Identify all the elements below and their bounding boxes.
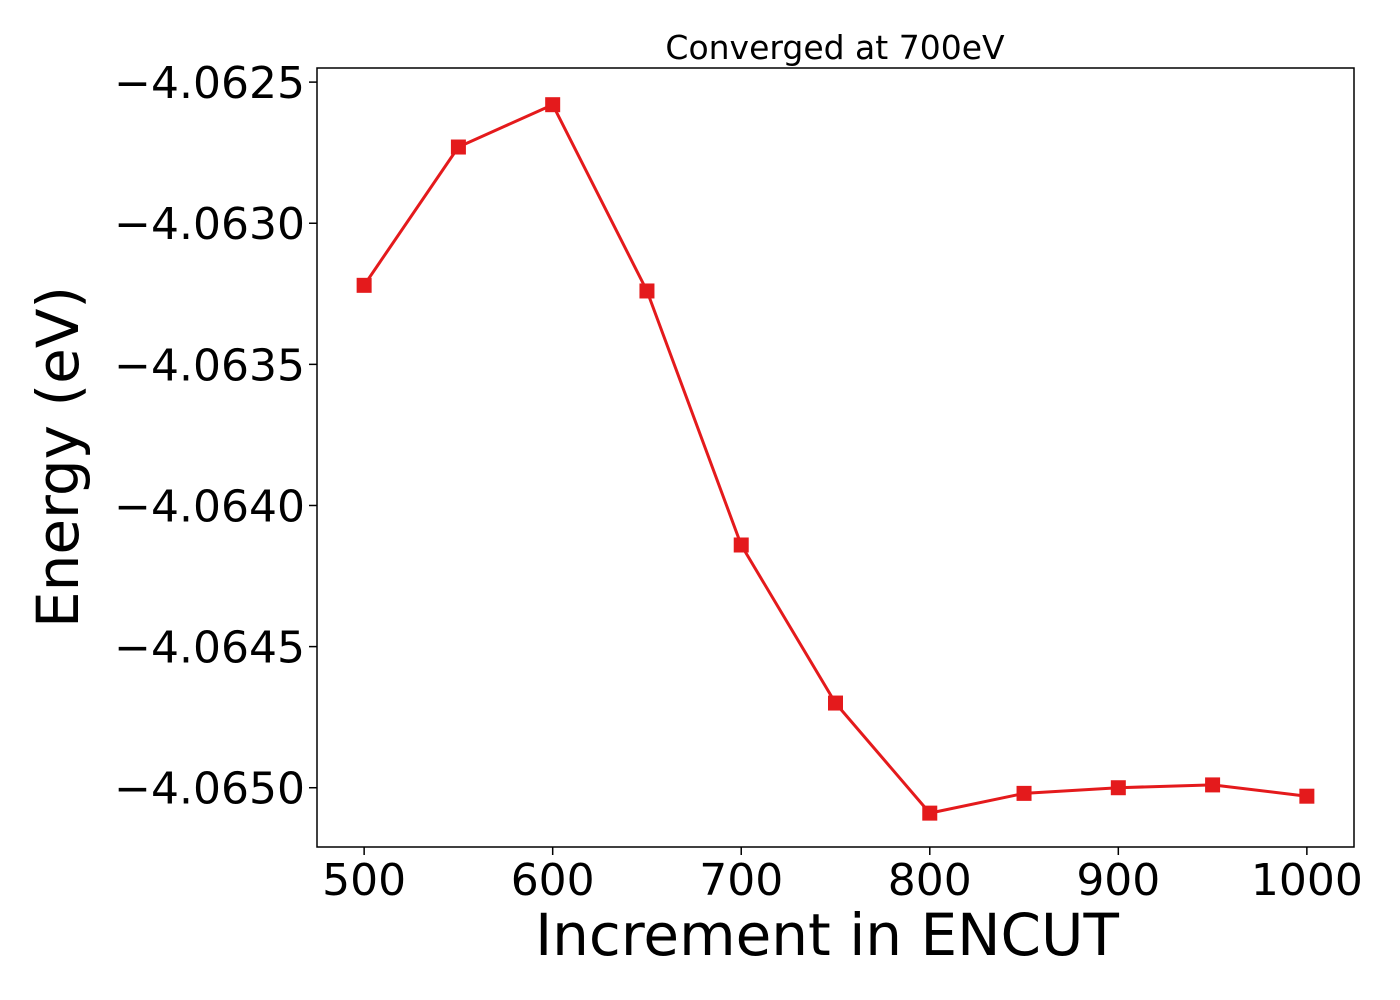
x-tick-label: 1000: [1251, 855, 1363, 906]
y-tick-label: −4.0650: [114, 764, 305, 815]
data-point-marker: [1299, 788, 1315, 804]
x-tick-label: 600: [511, 855, 595, 906]
x-tick-label: 800: [888, 855, 972, 906]
data-point-marker: [545, 97, 561, 113]
x-tick-label: 900: [1076, 855, 1160, 906]
axis-ticks: 500 600 700 800 900 1000 −4.0625 −4.0630 −4.0635…: [114, 58, 1363, 906]
data-point-marker: [922, 805, 938, 821]
series-layer: [356, 97, 1315, 821]
y-axis-title: Energy (eV): [24, 286, 92, 628]
data-point-marker: [450, 139, 466, 155]
data-point-marker: [733, 537, 749, 553]
data-point-marker: [828, 695, 843, 711]
y-tick-label: −4.0625: [114, 58, 305, 109]
data-point-marker: [356, 277, 372, 293]
y-tick-label: −4.0635: [114, 340, 305, 391]
x-tick-label: 700: [699, 855, 783, 906]
x-axis-title: Increment in ENCUT: [535, 901, 1119, 969]
data-point-marker: [639, 283, 655, 299]
y-tick-label: −4.0640: [114, 481, 305, 532]
data-point-marker: [1110, 780, 1126, 796]
y-tick-label: −4.0630: [114, 199, 305, 250]
data-point-marker: [1205, 777, 1221, 793]
x-tick-label: 500: [322, 855, 406, 906]
plot-frame: [316, 67, 1355, 848]
chart-title: Converged at 700eV: [665, 28, 1005, 67]
data-point-marker: [1016, 785, 1032, 801]
plot-area: [316, 67, 1355, 848]
y-tick-label: −4.0645: [114, 623, 305, 674]
